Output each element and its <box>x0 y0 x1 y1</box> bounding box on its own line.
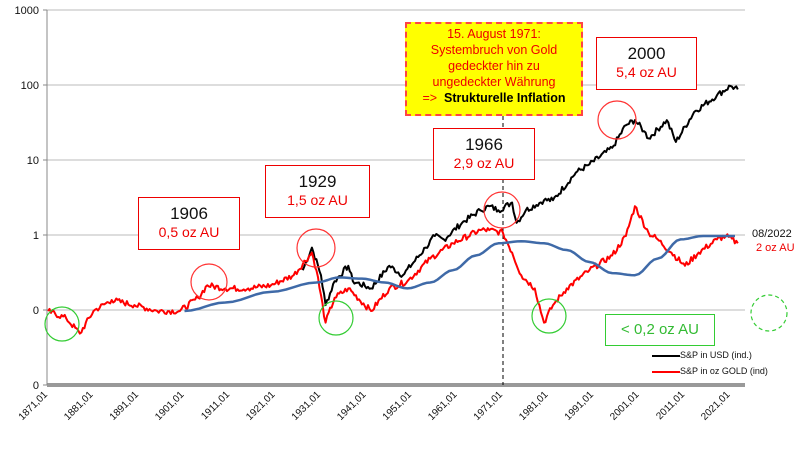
low-circle <box>44 306 80 342</box>
peak-circle <box>483 191 521 229</box>
series-line-usd <box>301 84 739 307</box>
annotation-oz: 0,5 oz AU <box>158 224 220 240</box>
y-tick-label: 1 <box>33 230 39 242</box>
legend-label: S&P in oz GOLD (ind) <box>680 366 768 376</box>
legend-item-gold: S&P in oz GOLD (ind) <box>652 366 768 376</box>
future-low-circle <box>750 294 788 332</box>
x-tick-label: 1981,01 <box>517 389 551 423</box>
annotation-1966: 1966 2,9 oz AU <box>433 128 535 180</box>
y-tick-label: 1000 <box>15 5 39 17</box>
x-tick-label: 1991,01 <box>563 389 597 423</box>
legend-item-usd: S&P in USD (ind.) <box>652 350 752 360</box>
x-tick-label: 1941,01 <box>335 389 369 423</box>
annotation-2000: 2000 5,4 oz AU <box>596 37 697 90</box>
event-1971-callout: 15. August 1971: Systembruch von Gold ge… <box>405 22 583 116</box>
current-date-label: 08/2022 <box>752 228 792 240</box>
annotation-year: 1906 <box>170 204 208 223</box>
x-tick-label: 1931,01 <box>290 389 324 423</box>
legend-swatch <box>652 354 680 357</box>
x-tick-label: 1921,01 <box>244 389 278 423</box>
callout-conclusion: => Strukturelle Inflation <box>407 90 581 106</box>
y-tick-label: 0 <box>33 305 39 317</box>
arrow: => <box>422 91 438 105</box>
callout-line: 15. August 1971: <box>447 27 541 41</box>
x-tick-label: 2001,01 <box>608 389 642 423</box>
x-tick-label: 1891,01 <box>108 389 142 423</box>
x-tick-label: 1951,01 <box>381 389 415 423</box>
callout-line: gedeckter hin zu <box>448 59 540 73</box>
x-tick-label: 1971,01 <box>472 389 506 423</box>
x-tick-label: 1961,01 <box>426 389 460 423</box>
annotation-year: 1929 <box>298 172 337 191</box>
peak-circle <box>190 263 228 301</box>
annotation-oz: 5,4 oz AU <box>616 64 677 80</box>
callout-bold: Strukturelle Inflation <box>444 91 566 105</box>
callout-line: Systembruch von Gold <box>430 43 558 57</box>
x-tick-label: 1871,01 <box>17 389 51 423</box>
annotation-1906: 1906 0,5 oz AU <box>138 197 240 250</box>
x-tick-label: 1911,01 <box>199 389 232 422</box>
y-tick-label: 10 <box>27 155 39 167</box>
low-circle <box>318 300 354 336</box>
x-tick-label: 1881,01 <box>62 389 96 423</box>
current-oz-label: 2 oz AU <box>756 242 795 254</box>
y-tick-label: 0 <box>33 380 39 392</box>
series-line-trend <box>184 234 735 313</box>
y-tick-label: 100 <box>21 80 39 92</box>
annotation-year: 1966 <box>465 135 503 154</box>
annotation-oz: 2,9 oz AU <box>453 155 515 171</box>
low-circle <box>531 298 567 334</box>
legend-swatch <box>652 370 680 373</box>
annotation-oz: 1,5 oz AU <box>287 192 348 208</box>
callout-line: ungedeckter Währung <box>432 75 556 89</box>
x-tick-label: 2021,01 <box>699 389 733 423</box>
x-tick-label: 2011,01 <box>654 389 687 422</box>
annotation-1929: 1929 1,5 oz AU <box>265 165 370 218</box>
legend-label: S&P in USD (ind.) <box>680 350 752 360</box>
peak-circle <box>597 100 637 140</box>
annotation-year: 2000 <box>627 44 666 63</box>
low-annotation: < 0,2 oz AU <box>605 314 715 346</box>
peak-circle <box>296 228 336 268</box>
x-tick-label: 1901,01 <box>153 389 187 423</box>
